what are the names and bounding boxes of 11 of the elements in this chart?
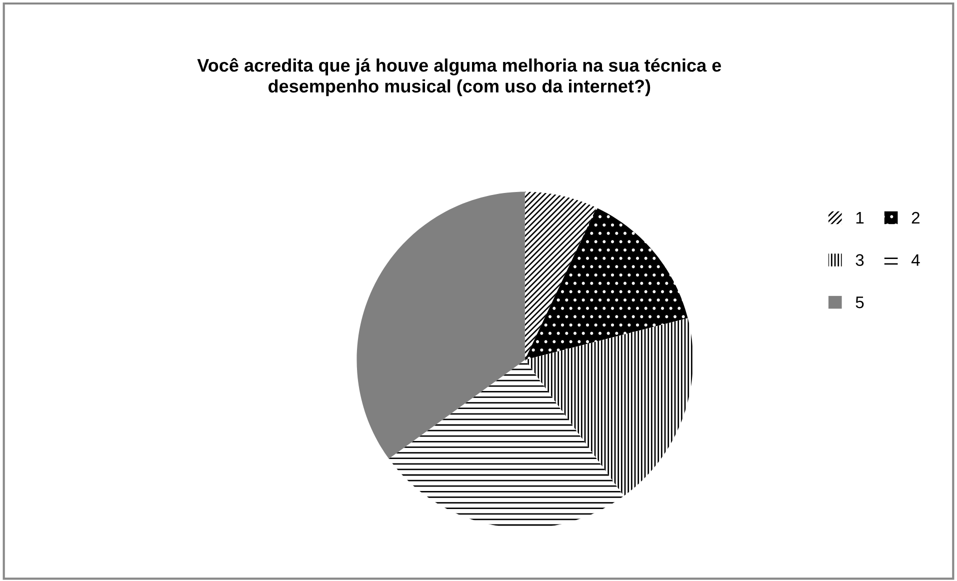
chart-title: Você acredita que já houve alguma melhoria na sua técnica e desempenho musical (com uso da internet?) — [197, 58, 722, 96]
legend-label: 2 — [912, 212, 920, 224]
pie-slice — [356, 192, 525, 459]
pie-slice — [524, 192, 597, 360]
pie-slice — [524, 208, 688, 360]
legend-label: 5 — [856, 296, 864, 308]
legend-label: 4 — [911, 254, 920, 266]
pie-slice — [388, 360, 624, 528]
pie-slice — [524, 318, 694, 496]
legend-label: 1 — [856, 212, 864, 224]
legend-label: 3 — [856, 254, 864, 266]
